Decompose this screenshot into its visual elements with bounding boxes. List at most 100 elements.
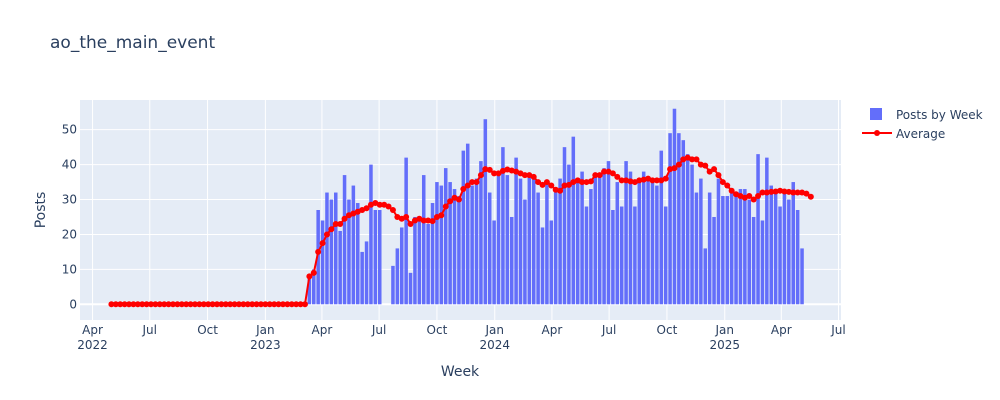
bar	[681, 140, 686, 305]
bar	[505, 175, 510, 305]
average-point	[763, 189, 770, 196]
average-point	[244, 301, 251, 308]
average-point	[262, 301, 269, 308]
bar	[549, 220, 554, 305]
bar	[646, 178, 650, 305]
x-tick-label: Oct	[197, 323, 218, 337]
bar	[567, 164, 571, 305]
bar	[795, 210, 800, 305]
x-tick-year-label: 2022	[77, 338, 108, 352]
bar	[479, 161, 483, 305]
average-point	[750, 196, 757, 203]
average-point	[121, 301, 128, 308]
bar	[773, 192, 778, 305]
average-point	[790, 189, 797, 196]
average-point	[719, 179, 726, 186]
bar	[509, 216, 514, 305]
average-point	[376, 201, 383, 208]
average-point	[768, 188, 775, 195]
bar	[364, 241, 369, 305]
bar	[391, 265, 395, 305]
legend-item-bars[interactable]: Posts by Week	[870, 108, 983, 122]
legend[interactable]: Posts by Week Average	[862, 108, 983, 141]
average-point	[702, 162, 709, 169]
bar	[699, 178, 703, 305]
bar	[492, 220, 496, 305]
average-point	[724, 182, 731, 189]
average-point	[469, 179, 476, 186]
average-point	[447, 198, 454, 205]
average-point	[473, 179, 480, 186]
average-point	[139, 301, 146, 308]
average-point	[535, 179, 542, 186]
average-point	[235, 301, 242, 308]
average-point	[438, 212, 445, 219]
bar	[729, 189, 734, 305]
average-point	[196, 301, 203, 308]
x-tick-label: Apr	[312, 323, 333, 337]
bar	[734, 196, 738, 305]
average-point	[477, 172, 484, 179]
x-tick-label: Jul	[601, 323, 616, 337]
bar	[312, 269, 316, 305]
average-point	[583, 179, 590, 186]
average-point	[271, 301, 278, 308]
bar	[615, 182, 620, 305]
average-point	[249, 301, 256, 308]
bar	[703, 248, 708, 305]
bar	[589, 189, 593, 305]
x-tick-label: Jan	[714, 323, 734, 337]
bar	[465, 143, 470, 305]
average-point	[222, 301, 229, 308]
average-point	[161, 301, 168, 308]
bar	[655, 185, 659, 305]
bar	[395, 248, 400, 305]
y-tick-label: 10	[62, 262, 77, 276]
average-point	[156, 301, 163, 308]
bar	[514, 157, 518, 305]
bar	[329, 199, 334, 305]
bar	[417, 216, 422, 305]
bar	[778, 206, 782, 305]
x-tick-label: Jan	[484, 323, 504, 337]
legend-item-line[interactable]: Average	[862, 127, 945, 141]
bar	[369, 164, 373, 305]
average-point	[772, 188, 779, 195]
average-point	[407, 220, 414, 227]
x-tick-label: Oct	[427, 323, 448, 337]
average-point	[117, 301, 124, 308]
bar	[721, 196, 725, 305]
average-point	[675, 161, 682, 168]
average-point	[143, 301, 150, 308]
average-point	[548, 182, 555, 189]
bar	[628, 171, 633, 305]
average-point	[759, 189, 766, 196]
average-point	[539, 181, 546, 188]
average-point	[108, 301, 115, 308]
bar	[738, 189, 743, 305]
bar	[769, 185, 774, 305]
y-tick-label: 50	[62, 123, 77, 137]
bar	[360, 251, 364, 305]
bar	[320, 220, 325, 305]
average-point	[134, 301, 141, 308]
bar	[716, 178, 721, 305]
bar	[558, 178, 562, 305]
x-tick-label: Jul	[371, 323, 386, 337]
bar	[791, 182, 796, 305]
bar	[782, 189, 787, 305]
average-point	[803, 190, 810, 197]
average-point	[711, 166, 718, 173]
average-point	[579, 179, 586, 186]
bar	[501, 147, 505, 305]
bar	[448, 182, 452, 305]
bar	[553, 189, 558, 305]
legend-line-marker	[874, 130, 880, 136]
average-point	[332, 220, 339, 227]
y-axis-title: Posts	[33, 192, 49, 229]
average-point	[275, 301, 282, 308]
average-point	[227, 301, 234, 308]
average-point	[205, 301, 212, 308]
average-point	[301, 301, 308, 308]
bar	[668, 133, 672, 305]
